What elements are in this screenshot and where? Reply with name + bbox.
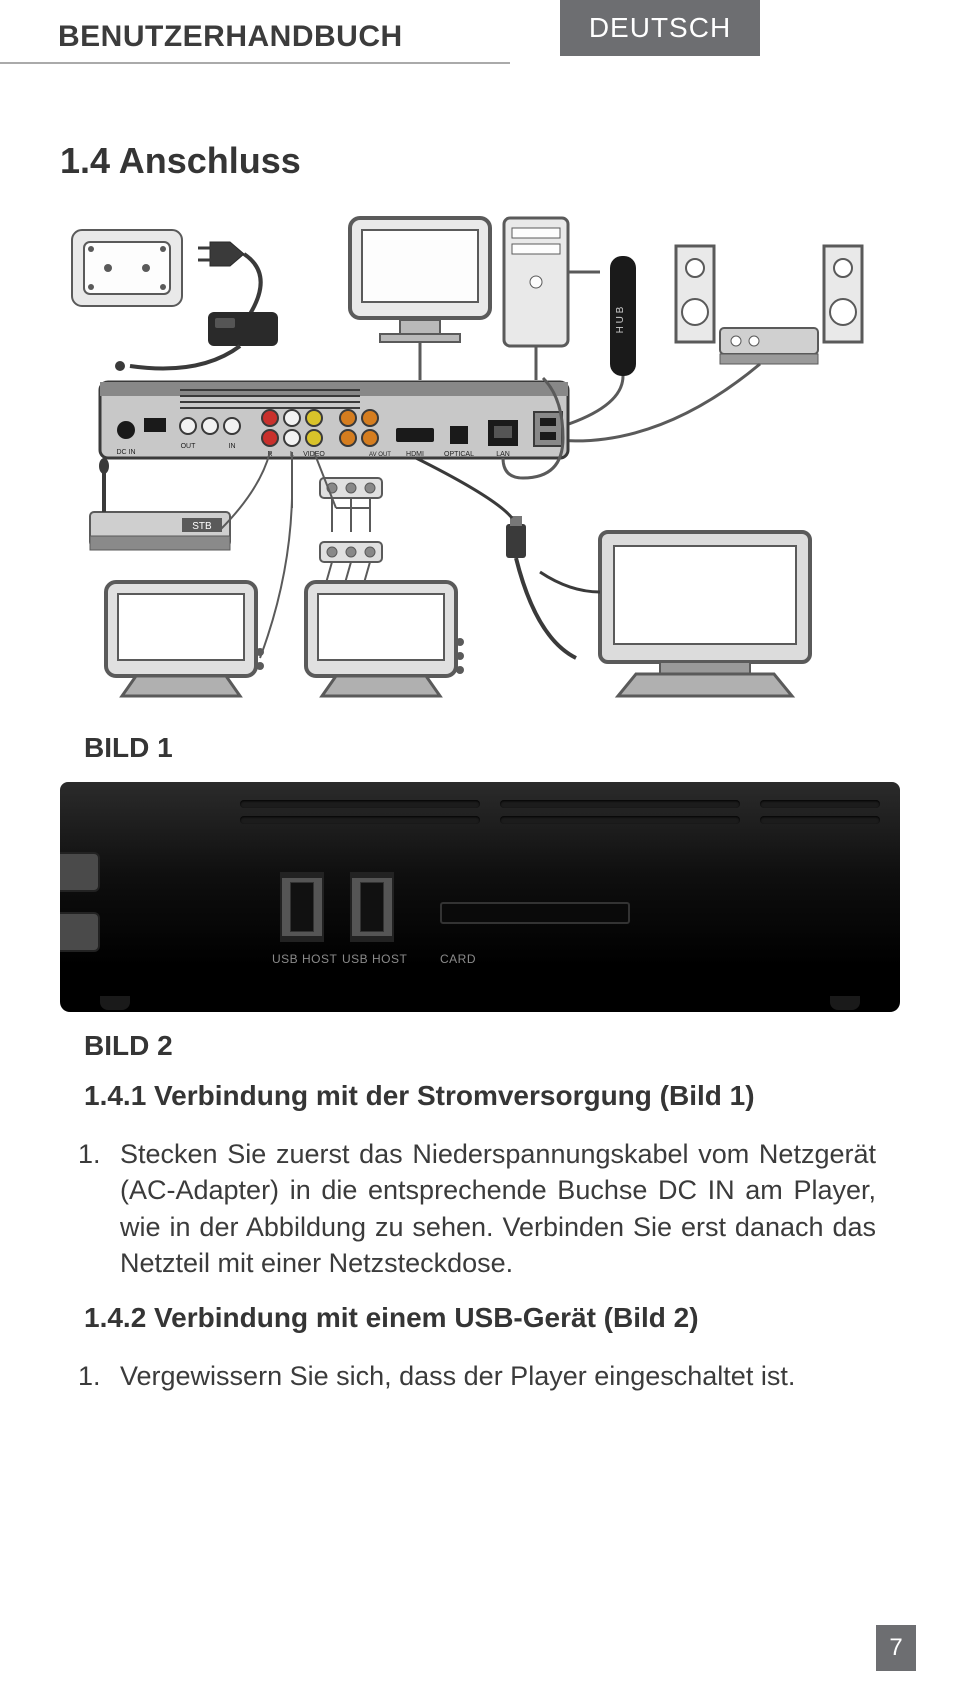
doc-title: BENUTZERHANDBUCH	[0, 0, 403, 54]
figure-1-caption: BILD 1	[84, 732, 900, 764]
svg-text:HDMI: HDMI	[406, 451, 424, 458]
plug-icon	[198, 242, 261, 314]
player-rear-panel-icon: DC IN OUT IN R L VIDEO	[100, 382, 568, 458]
pc-monitor-icon	[350, 218, 490, 342]
svg-text:DC IN: DC IN	[116, 449, 135, 456]
figure-2-player-side: USB HOST USB HOST CARD	[60, 782, 900, 1012]
step-text: Stecken Sie zuerst das Niederspannungska…	[120, 1136, 876, 1282]
ac-adapter-icon	[115, 312, 278, 371]
usb-host-2-label: USB HOST	[342, 952, 407, 966]
speakers-icon	[520, 246, 862, 441]
title-underline	[0, 62, 510, 64]
tv-crt-2-icon	[306, 582, 464, 696]
subsection-1-title: 1.4.1 Verbindung mit der Stromversorgung…	[84, 1080, 900, 1112]
usb-hub-icon: H U B	[563, 256, 636, 426]
section-title: 1.4 Anschluss	[60, 140, 900, 182]
content: 1.4 Anschluss	[0, 70, 960, 1394]
flat-tv-icon	[540, 532, 810, 696]
subsection-2-title: 1.4.2 Verbindung mit einem USB-Gerät (Bi…	[84, 1302, 900, 1334]
svg-text:OUT: OUT	[181, 443, 197, 450]
figure-2-caption: BILD 2	[84, 1030, 900, 1062]
svg-text:AV OUT: AV OUT	[369, 452, 391, 458]
page-header: BENUTZERHANDBUCH DEUTSCH	[0, 0, 960, 70]
svg-text:H U B: H U B	[615, 306, 626, 333]
step-text: Vergewissern Sie sich, dass der Player e…	[120, 1358, 876, 1394]
svg-text:STB: STB	[192, 521, 212, 532]
language-tab: DEUTSCH	[560, 0, 760, 56]
usb-host-1-label: USB HOST	[272, 952, 337, 966]
page-number: 7	[876, 1625, 916, 1671]
subsection-1-steps: Stecken Sie zuerst das Niederspannungska…	[60, 1136, 900, 1282]
wall-outlet-icon	[72, 230, 182, 306]
card-slot-label: CARD	[440, 952, 476, 966]
svg-text:IN: IN	[229, 443, 236, 450]
svg-text:OPTICAL: OPTICAL	[444, 451, 474, 458]
stb-icon: STB	[90, 452, 270, 550]
svg-text:LAN: LAN	[496, 451, 510, 458]
figure-1-connection-diagram: H U B	[60, 212, 880, 712]
subsection-2-steps: Vergewissern Sie sich, dass der Player e…	[60, 1358, 900, 1394]
rca-plug-group-1-icon	[292, 452, 382, 532]
